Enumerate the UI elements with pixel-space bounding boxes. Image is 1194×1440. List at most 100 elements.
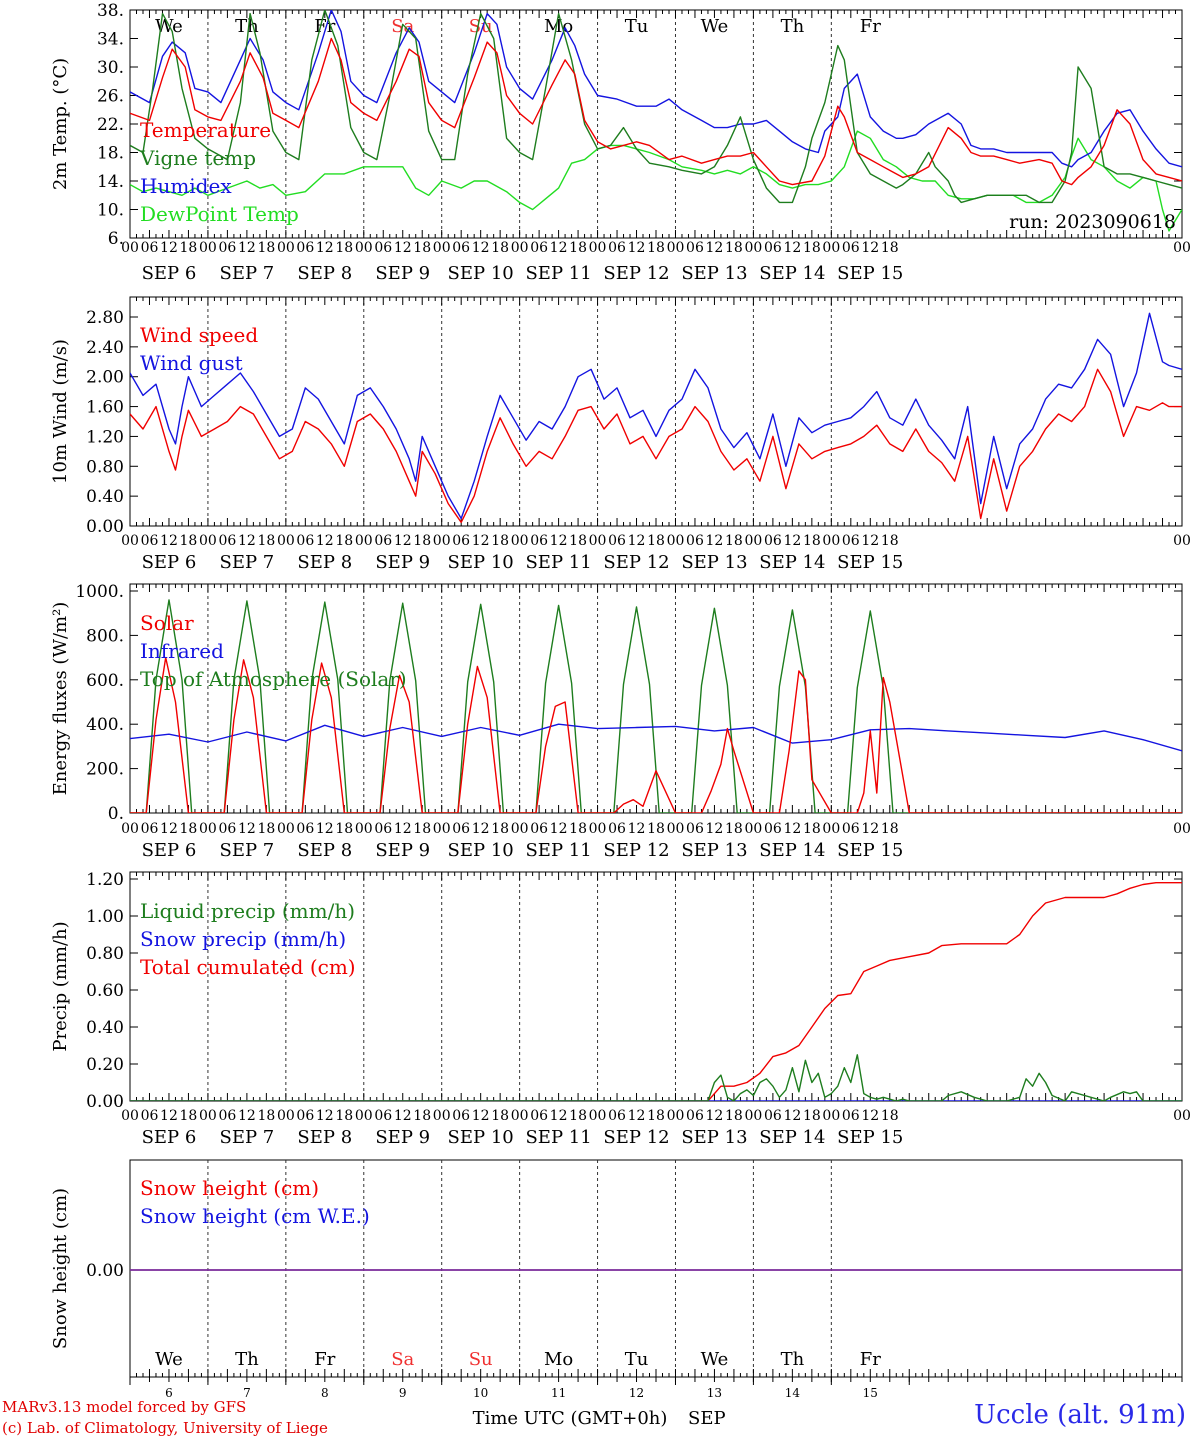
hour-tick-label: 06 bbox=[374, 533, 392, 549]
hour-tick-label: 06 bbox=[608, 240, 626, 256]
y-tick-label: 0.80 bbox=[86, 457, 124, 477]
day-number: 6 bbox=[165, 1386, 173, 1400]
hour-tick-label: 06 bbox=[296, 240, 314, 256]
y-tick-label: 2.80 bbox=[86, 308, 124, 328]
weekday-label: Th bbox=[781, 1349, 805, 1370]
hour-tick-label: 12 bbox=[628, 240, 646, 256]
series-line-solar bbox=[130, 656, 1182, 813]
date-label: SEP 6 bbox=[142, 552, 197, 573]
y-tick-label: 26. bbox=[97, 87, 124, 107]
date-label: SEP 6 bbox=[142, 263, 197, 284]
y-tick-label: 1.60 bbox=[86, 398, 124, 418]
hour-tick-label: 00 bbox=[822, 240, 840, 256]
panel-temperature: 38. 34. 30. 26. 22. 18. 14. 10. 6. 2m Temp. (°C) 0… bbox=[50, 1, 1191, 284]
legend-entry: Humidex bbox=[140, 174, 232, 198]
hour-tick-label: 18 bbox=[491, 1108, 509, 1124]
weekday-label: Th bbox=[781, 16, 805, 37]
y-tick-label: 34. bbox=[97, 30, 124, 50]
day-number: 7 bbox=[243, 1386, 251, 1400]
legend-entry: Total cumulated (cm) bbox=[140, 955, 356, 979]
series-line-vigne-temp bbox=[130, 10, 1182, 204]
hour-tick-label: 00 bbox=[121, 821, 139, 837]
hour-tick-label: 12 bbox=[861, 1108, 879, 1124]
date-label: SEP 12 bbox=[603, 1127, 669, 1148]
weekday-label: Th bbox=[235, 1349, 259, 1370]
hour-tick-label: 06 bbox=[374, 1108, 392, 1124]
hour-tick-label: 00 bbox=[199, 1108, 217, 1124]
hour-tick-label: 06 bbox=[764, 533, 782, 549]
hour-tick-label: 06 bbox=[141, 1108, 159, 1124]
day-number: 15 bbox=[863, 1386, 878, 1400]
hour-tick-label: 06 bbox=[530, 821, 548, 837]
legend-entry: Top of Atmosphere (Solar) bbox=[140, 667, 407, 691]
hour-tick-label: 18 bbox=[725, 1108, 743, 1124]
hour-tick-label: 12 bbox=[783, 533, 801, 549]
hour-tick-label: 00 bbox=[277, 240, 295, 256]
date-label: SEP 8 bbox=[297, 263, 352, 284]
hour-tick-label: 18 bbox=[257, 821, 275, 837]
hour-tick-label: 06 bbox=[530, 240, 548, 256]
hour-tick-label: 12 bbox=[238, 533, 256, 549]
hour-tick-label: 06 bbox=[686, 240, 704, 256]
lab-credit: (c) Lab. of Climatology, University of L… bbox=[2, 1419, 328, 1437]
hour-tick-label: 06 bbox=[296, 533, 314, 549]
hour-tick-label: 12 bbox=[472, 533, 490, 549]
day-number: 8 bbox=[321, 1386, 329, 1400]
hour-tick-label: 18 bbox=[413, 240, 431, 256]
hour-tick-label: 00 bbox=[121, 533, 139, 549]
date-label: SEP 13 bbox=[681, 552, 747, 573]
date-label: SEP 15 bbox=[837, 840, 903, 861]
hour-tick-label: 00 bbox=[355, 240, 373, 256]
hour-tick-label: 00 bbox=[199, 240, 217, 256]
hour-tick-label: 00 bbox=[433, 533, 451, 549]
hour-tick-label: 00 bbox=[121, 1108, 139, 1124]
hour-tick-label: 06 bbox=[530, 1108, 548, 1124]
hour-tick-label: 18 bbox=[180, 240, 198, 256]
y-tick-label: 0.00 bbox=[86, 1092, 124, 1112]
hour-tick-label: 18 bbox=[335, 533, 353, 549]
hour-tick-label: 06 bbox=[686, 821, 704, 837]
hour-tick-label: 18 bbox=[647, 821, 665, 837]
date-label: SEP 9 bbox=[375, 840, 430, 861]
panel-energy: 1000. 800. 600. 400. 200. 0. Energy fluxes (W/… bbox=[50, 582, 1191, 861]
hour-tick-label: 06 bbox=[686, 1108, 704, 1124]
legend-entry: Liquid precip (mm/h) bbox=[140, 899, 355, 923]
hour-tick-label: 06 bbox=[141, 821, 159, 837]
hour-tick-label: 00 bbox=[744, 821, 762, 837]
hour-tick-label: 18 bbox=[491, 533, 509, 549]
hour-tick-label: 00 bbox=[667, 533, 685, 549]
hour-tick-label: 06 bbox=[141, 240, 159, 256]
y-tick-label: 10. bbox=[97, 201, 124, 221]
hour-tick-label: 06 bbox=[141, 533, 159, 549]
hour-tick-label: 00 bbox=[744, 533, 762, 549]
hour-tick-label: 00 bbox=[822, 821, 840, 837]
hour-tick-label: 18 bbox=[335, 1108, 353, 1124]
y-tick-label: 0.40 bbox=[86, 487, 124, 507]
hour-tick-label: 00 bbox=[433, 821, 451, 837]
hour-tick-label: 06 bbox=[608, 821, 626, 837]
hour-tick-label: 00 bbox=[433, 240, 451, 256]
date-label: SEP 11 bbox=[525, 840, 591, 861]
y-tick-label: 2.00 bbox=[86, 368, 124, 388]
hour-tick-label: 12 bbox=[160, 821, 178, 837]
hour-tick-label: 18 bbox=[881, 1108, 899, 1124]
hour-tick-label: 06 bbox=[452, 821, 470, 837]
date-label: SEP 8 bbox=[297, 840, 352, 861]
series-line-temperature bbox=[130, 37, 1182, 186]
day-number: 11 bbox=[551, 1386, 566, 1400]
date-label: SEP 14 bbox=[759, 263, 825, 284]
panel-wind: 2.80 2.40 2.00 1.60 1.20 0.80 0.40 0.00 10m Wind… bbox=[50, 296, 1191, 573]
y-tick-label: 30. bbox=[97, 58, 124, 78]
panel-precip: 1.20 1.00 0.80 0.60 0.40 0.20 0.00 Precip (mm/h… bbox=[50, 870, 1191, 1148]
hour-tick-label: 18 bbox=[180, 821, 198, 837]
legend-entry: Temperature bbox=[140, 118, 271, 142]
hour-tick-label: 12 bbox=[316, 1108, 334, 1124]
hour-tick-label: 00 bbox=[667, 821, 685, 837]
hour-tick-label: 06 bbox=[842, 1108, 860, 1124]
hour-tick-label: 18 bbox=[257, 240, 275, 256]
hour-tick-label: 12 bbox=[706, 240, 724, 256]
y-tick-label: 1.20 bbox=[86, 870, 124, 890]
legend-entry: Snow precip (mm/h) bbox=[140, 927, 346, 951]
hour-tick-label: 12 bbox=[160, 1108, 178, 1124]
hour-tick-label: 00 bbox=[511, 1108, 529, 1124]
